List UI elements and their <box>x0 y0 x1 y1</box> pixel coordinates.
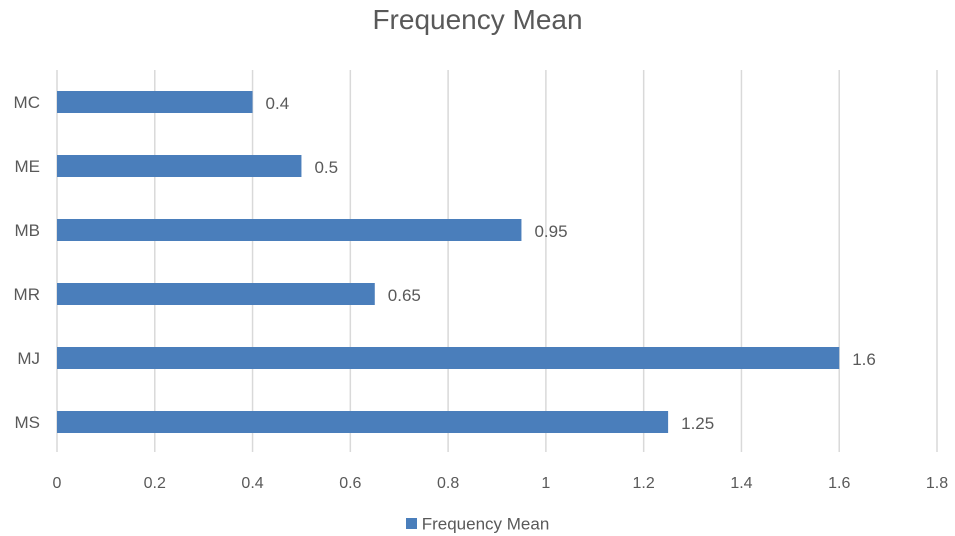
legend: Frequency Mean <box>0 514 955 535</box>
bar <box>57 219 522 241</box>
data-label: 1.6 <box>852 350 876 369</box>
x-tick-label: 0.6 <box>339 475 361 492</box>
x-tick-label: 1.6 <box>828 475 850 492</box>
x-tick-label: 1.8 <box>926 475 948 492</box>
y-category-label: MB <box>15 221 41 240</box>
data-label: 0.65 <box>388 286 421 305</box>
bar <box>57 411 669 433</box>
y-category-label: MC <box>14 93 40 112</box>
bar <box>57 91 253 113</box>
bar <box>57 155 302 177</box>
x-tick-label: 1 <box>541 475 550 492</box>
data-label: 0.95 <box>534 222 567 241</box>
x-tick-label: 0.2 <box>144 475 166 492</box>
bar <box>57 347 840 369</box>
y-category-label: MS <box>15 413 41 432</box>
x-tick-label: 1.2 <box>633 475 655 492</box>
bar <box>57 283 375 305</box>
y-category-label: ME <box>15 157 41 176</box>
x-tick-label: 0 <box>53 475 62 492</box>
y-category-label: MJ <box>17 349 40 368</box>
data-label: 0.5 <box>314 158 338 177</box>
data-label: 0.4 <box>266 94 290 113</box>
chart-title: Frequency Mean <box>372 4 583 35</box>
y-category-label: MR <box>14 285 40 304</box>
x-tick-label: 0.8 <box>437 475 459 492</box>
x-tick-label: 0.4 <box>241 475 263 492</box>
legend-label: Frequency Mean <box>421 514 550 534</box>
x-tick-label: 1.4 <box>730 475 752 492</box>
legend-swatch <box>405 518 417 530</box>
data-label: 1.25 <box>681 414 714 433</box>
